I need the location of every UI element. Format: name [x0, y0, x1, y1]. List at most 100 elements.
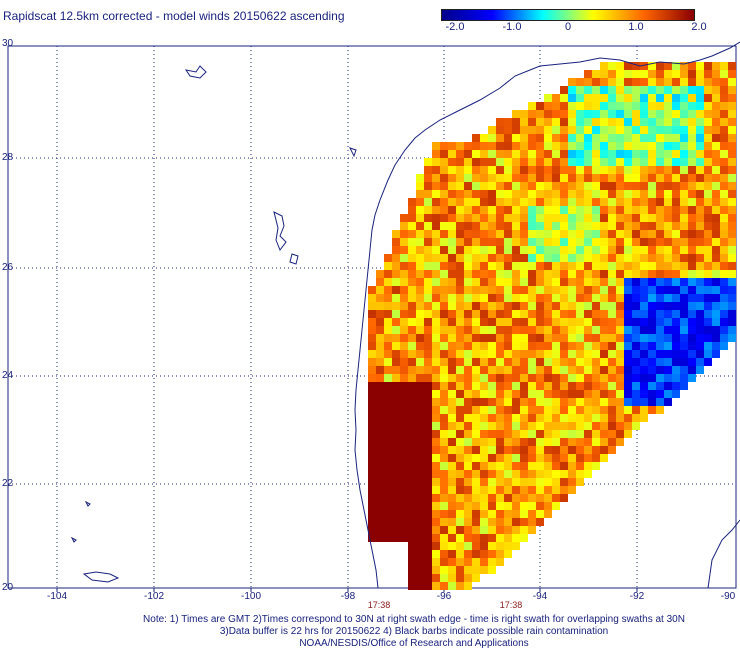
wind-cell	[544, 486, 552, 494]
wind-cell	[560, 382, 568, 390]
wind-cell	[480, 294, 488, 302]
wind-cell	[408, 486, 416, 494]
wind-cell	[408, 430, 416, 438]
wind-cell	[608, 246, 616, 254]
wind-cell	[592, 374, 600, 382]
wind-cell	[528, 470, 536, 478]
wind-cell	[696, 222, 704, 230]
wind-cell	[392, 262, 400, 270]
wind-cell	[408, 302, 416, 310]
wind-cell	[600, 422, 608, 430]
wind-cell	[576, 326, 584, 334]
wind-cell	[424, 230, 432, 238]
wind-cell	[544, 134, 552, 142]
wind-cell	[376, 422, 384, 430]
wind-cell	[456, 390, 464, 398]
wind-cell	[408, 278, 416, 286]
wind-cell	[664, 62, 672, 70]
wind-cell	[464, 342, 472, 350]
wind-cell	[440, 278, 448, 286]
wind-cell	[664, 174, 672, 182]
wind-cell	[392, 374, 400, 382]
wind-cell	[408, 270, 416, 278]
wind-cell	[504, 166, 512, 174]
wind-cell	[512, 366, 520, 374]
wind-cell	[464, 174, 472, 182]
wind-cell	[568, 382, 576, 390]
wind-cell	[560, 310, 568, 318]
wind-cell	[656, 286, 664, 294]
wind-cell	[448, 270, 456, 278]
wind-cell	[520, 198, 528, 206]
wind-cell	[488, 398, 496, 406]
wind-cell	[568, 254, 576, 262]
wind-cell	[400, 246, 408, 254]
wind-cell	[616, 334, 624, 342]
wind-cell	[520, 462, 528, 470]
wind-cell	[608, 62, 616, 70]
wind-cell	[488, 542, 496, 550]
wind-cell	[440, 438, 448, 446]
wind-cell	[640, 158, 648, 166]
wind-cell	[544, 462, 552, 470]
wind-cell	[544, 270, 552, 278]
wind-cell	[672, 222, 680, 230]
wind-cell	[664, 126, 672, 134]
wind-cell	[520, 534, 528, 542]
wind-cell	[592, 358, 600, 366]
wind-cell	[712, 126, 720, 134]
wind-cell	[480, 406, 488, 414]
wind-cell	[456, 358, 464, 366]
wind-cell	[632, 366, 640, 374]
wind-cell	[584, 206, 592, 214]
wind-cell	[392, 286, 400, 294]
wind-cell	[584, 254, 592, 262]
wind-cell	[544, 454, 552, 462]
wind-cell	[464, 558, 472, 566]
wind-cell	[504, 454, 512, 462]
wind-cell	[504, 342, 512, 350]
wind-cell	[560, 246, 568, 254]
wind-cell	[672, 342, 680, 350]
wind-cell	[408, 358, 416, 366]
wind-cell	[464, 406, 472, 414]
wind-cell	[488, 246, 496, 254]
wind-cell	[720, 158, 728, 166]
wind-cell	[656, 86, 664, 94]
wind-cell	[464, 550, 472, 558]
wind-cell	[432, 190, 440, 198]
wind-cell	[712, 110, 720, 118]
wind-cell	[456, 446, 464, 454]
wind-cell	[608, 446, 616, 454]
wind-cell	[416, 182, 424, 190]
wind-cell	[520, 422, 528, 430]
wind-cell	[488, 566, 496, 574]
wind-cell	[480, 542, 488, 550]
wind-cell	[400, 510, 408, 518]
wind-cell	[416, 382, 424, 390]
wind-cell	[552, 102, 560, 110]
wind-cell	[408, 446, 416, 454]
wind-cell	[504, 350, 512, 358]
wind-cell	[552, 150, 560, 158]
wind-cell	[712, 214, 720, 222]
wind-cell	[368, 446, 376, 454]
wind-cell	[624, 206, 632, 214]
wind-cell	[560, 390, 568, 398]
wind-cell	[728, 126, 736, 134]
wind-cell	[680, 214, 688, 222]
wind-cell	[624, 94, 632, 102]
wind-cell	[504, 294, 512, 302]
wind-cell	[600, 294, 608, 302]
wind-cell	[416, 526, 424, 534]
wind-cell	[576, 78, 584, 86]
wind-cell	[728, 174, 736, 182]
wind-cell	[568, 422, 576, 430]
wind-cell	[552, 198, 560, 206]
wind-cell	[688, 62, 696, 70]
wind-cell	[480, 190, 488, 198]
wind-cell	[688, 310, 696, 318]
wind-cell	[480, 238, 488, 246]
wind-cell	[672, 390, 680, 398]
wind-cell	[512, 438, 520, 446]
